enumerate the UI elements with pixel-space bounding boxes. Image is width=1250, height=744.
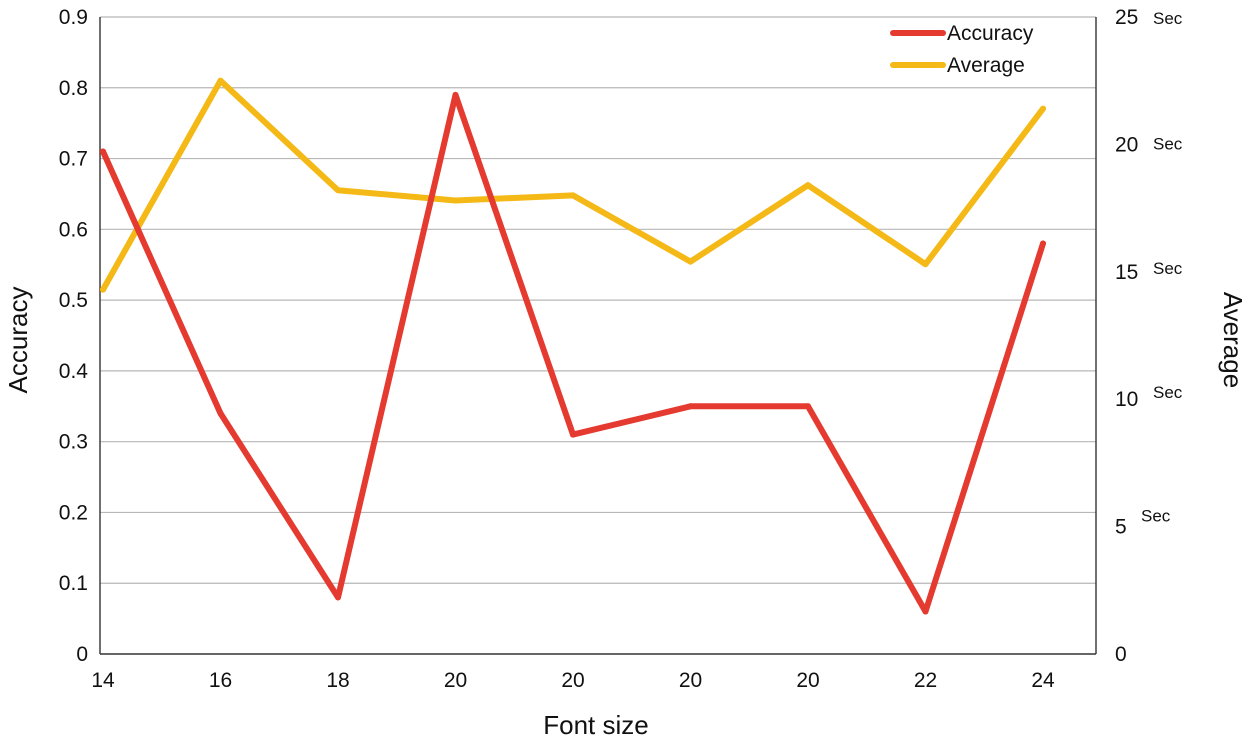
data-point-average — [100, 286, 106, 293]
series-lines — [100, 77, 1046, 615]
x-tick-label: 24 — [1031, 669, 1055, 692]
x-tick-label: 22 — [914, 669, 937, 692]
y-tick-label-left: 0.9 — [59, 6, 88, 29]
y-tick-label-left: 0.5 — [59, 289, 88, 312]
data-point-accuracy — [922, 608, 929, 615]
x-tick-label: 18 — [326, 669, 349, 692]
y-tick-label-left: 0 — [76, 643, 88, 666]
data-point-average — [570, 192, 576, 199]
legend: Accuracy Average — [890, 22, 1034, 77]
y-tick-label-right: 0 — [1115, 643, 1127, 666]
axes — [99, 17, 1097, 655]
legend-label-average: Average — [947, 54, 1025, 77]
y-axis-title-right: Average — [1218, 292, 1248, 388]
grid-lines — [100, 16, 1096, 584]
data-point-average — [922, 261, 929, 268]
y-tick-label-left: 0.4 — [59, 360, 89, 383]
y-axis-title-left: Accuracy — [3, 287, 33, 394]
y-tick-label-right: 15 — [1115, 261, 1138, 284]
y-tick-label-left: 0.6 — [59, 218, 88, 241]
data-point-accuracy — [335, 594, 341, 601]
x-tick-label: 16 — [209, 669, 232, 692]
y-tick-label-right: 10 — [1115, 388, 1138, 411]
y-tick-unit-right: Sec — [1153, 259, 1183, 278]
y-tick-label-left: 0.7 — [59, 148, 88, 171]
data-point-accuracy — [100, 148, 106, 155]
y-tick-label-left: 0.8 — [59, 77, 88, 100]
series-line-average — [100, 77, 1046, 293]
data-point-accuracy — [1040, 240, 1046, 247]
data-point-accuracy — [805, 403, 811, 410]
tick-labels: 0 0.1 0.2 0.3 0.4 0.5 0.6 0.7 0.8 0.9 0 5 Sec 10 Sec 15… — [59, 6, 1183, 692]
y-tick-unit-right: Sec — [1153, 9, 1183, 28]
x-tick-label: 20 — [796, 669, 819, 692]
y-tick-unit-right: Sec — [1141, 507, 1171, 526]
data-point-accuracy — [452, 91, 459, 98]
data-point-average — [687, 258, 694, 265]
x-tick-label: 20 — [561, 669, 584, 692]
y-tick-label-left: 0.3 — [59, 431, 88, 454]
data-point-average — [1040, 105, 1046, 112]
data-point-accuracy — [687, 403, 694, 410]
series-line-accuracy — [100, 91, 1046, 615]
data-point-average — [805, 182, 811, 189]
x-tick-label: 14 — [91, 669, 115, 692]
data-point-average — [335, 187, 341, 194]
data-point-accuracy — [570, 431, 576, 438]
y-tick-unit-right: Sec — [1153, 134, 1183, 153]
y-tick-unit-right: Sec — [1153, 383, 1183, 402]
x-axis-title: Font size — [543, 710, 649, 740]
data-point-accuracy — [217, 410, 224, 417]
y-tick-label-right: 25 — [1115, 6, 1138, 29]
y-tick-label-right: 5 — [1115, 516, 1127, 539]
legend-label-accuracy: Accuracy — [947, 22, 1034, 45]
y-tick-label-left: 0.1 — [59, 572, 88, 595]
y-tick-label-left: 0.2 — [59, 501, 88, 524]
x-tick-label: 20 — [444, 669, 467, 692]
data-point-average — [217, 77, 224, 84]
data-point-average — [452, 197, 459, 204]
y-tick-label-right: 20 — [1115, 133, 1138, 156]
x-tick-label: 20 — [679, 669, 702, 692]
